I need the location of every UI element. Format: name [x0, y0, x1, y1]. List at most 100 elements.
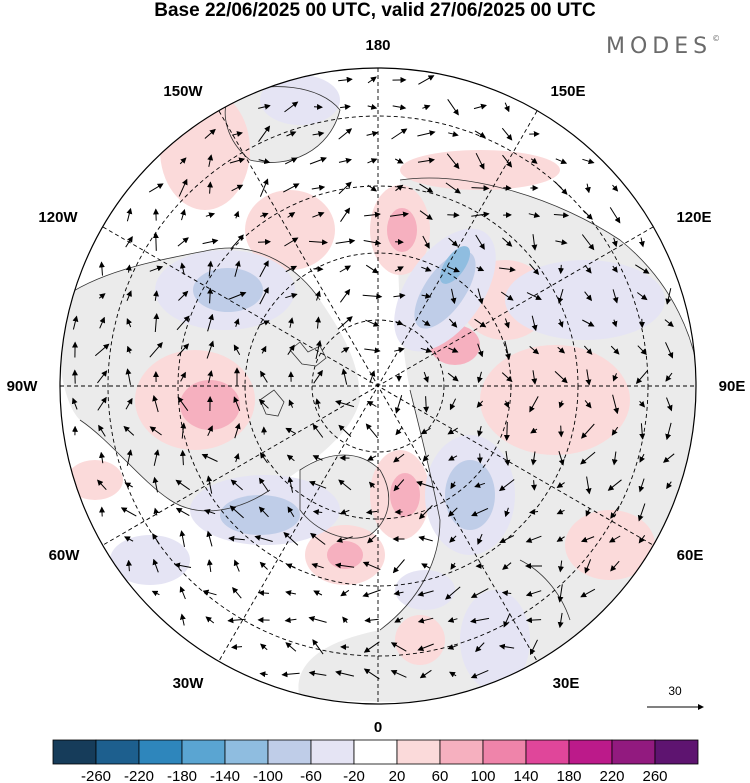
wind-vector-arrow — [364, 211, 381, 218]
colorbar-tick-label: 260 — [642, 768, 667, 783]
wind-vector-arrow — [395, 184, 404, 192]
wind-vector-arrow — [179, 530, 186, 547]
wind-vector-arrow — [476, 265, 485, 272]
wind-vector-arrow — [338, 76, 353, 83]
wind-vector-arrow — [308, 480, 327, 489]
wind-vector-arrow — [557, 612, 564, 629]
wind-vector-arrow — [312, 423, 324, 438]
wind-vector-arrow — [470, 588, 489, 598]
wind-vector-arrow — [362, 561, 381, 571]
wind-vector-arrow — [207, 260, 214, 277]
wind-vector-arrow — [233, 318, 240, 327]
wind-vector-arrow — [98, 451, 105, 464]
wind-vector-arrow — [312, 639, 324, 655]
wind-vector-arrow — [581, 423, 595, 439]
wind-vector-arrow — [419, 210, 433, 220]
wind-vector-arrow — [202, 238, 219, 245]
wind-vector-arrow — [97, 396, 107, 411]
wind-vector-arrow — [308, 616, 327, 623]
wind-vector-arrow — [665, 288, 672, 305]
wind-vector-arrow — [419, 669, 432, 679]
wind-vector-arrow — [313, 590, 323, 596]
wind-vector-arrow — [97, 370, 108, 384]
colorbar-swatch — [525, 739, 570, 765]
wind-vector-arrow — [258, 590, 270, 596]
wind-vector-arrow — [394, 266, 404, 272]
wind-vector-arrow — [367, 184, 378, 192]
wind-vector-arrow — [206, 475, 213, 494]
wind-vector-arrow — [418, 505, 433, 520]
wind-vector-arrow — [529, 639, 538, 656]
wind-vector-arrow — [177, 343, 190, 357]
wind-vector-arrow — [315, 290, 321, 301]
colorbar-tick-label: -180 — [167, 768, 197, 783]
wind-vector-arrow — [153, 313, 160, 333]
colorbar-tick-label: 140 — [513, 768, 538, 783]
lon-label-90w: 90W — [7, 378, 39, 395]
coastline — [224, 86, 341, 163]
wind-vector-arrow — [285, 292, 298, 299]
wind-vector-arrow — [477, 371, 483, 384]
wind-vector-arrow — [421, 266, 432, 272]
wind-vector-arrow — [204, 128, 216, 139]
wind-vector-arrow — [260, 212, 269, 219]
wind-vector-arrow — [71, 397, 78, 410]
wind-vector-arrow — [503, 400, 510, 409]
wind-vector-arrow — [365, 264, 379, 274]
wind-vector-arrow — [284, 101, 299, 113]
wind-vector-arrow — [233, 559, 240, 572]
map-title: Base 22/06/2025 00 UTC, valid 27/06/2025… — [154, 0, 596, 21]
lon-label-60w: 60W — [49, 547, 81, 564]
wind-vector-arrow — [175, 479, 190, 491]
wind-vector-arrow — [580, 588, 596, 598]
wind-vector-arrow — [283, 532, 299, 546]
wind-vector-arrow — [610, 505, 620, 519]
wind-vector-arrow — [417, 130, 436, 137]
wind-vector-arrow — [338, 128, 353, 140]
wind-vector-arrow — [203, 509, 216, 515]
colorbar-boxes — [52, 739, 699, 765]
wind-vector-arrow — [315, 340, 322, 360]
wind-vector-arrow — [447, 617, 458, 623]
wind-vector-arrow — [395, 319, 404, 326]
colorbar-tick-label: -20 — [343, 768, 365, 783]
wind-vector-arrow — [98, 293, 106, 300]
lon-label-90e: 90E — [719, 378, 746, 395]
wind-vector-arrow — [530, 157, 538, 164]
wind-vector-arrow — [228, 291, 247, 300]
lon-label-180: 180 — [365, 37, 390, 54]
colorbar-swatch — [138, 739, 183, 765]
wind-vector-arrow — [364, 347, 381, 354]
wind-vector-arrow — [179, 613, 186, 626]
wind-vector-arrow — [153, 290, 159, 301]
wind-vector-arrow — [423, 396, 430, 413]
wind-vector-arrow — [665, 422, 672, 441]
wind-vector-arrow — [639, 453, 645, 463]
colorbar-swatch — [654, 739, 699, 765]
wind-vector-arrow — [177, 237, 189, 247]
wind-vector-arrow — [612, 289, 619, 304]
wind-vector-arrow — [504, 318, 510, 329]
wind-vector-arrow — [504, 340, 511, 360]
wind-vector-arrow — [179, 262, 186, 275]
wind-vector-arrow — [368, 481, 376, 489]
wind-vector-arrow — [337, 316, 353, 330]
anomaly-negative — [445, 460, 495, 530]
wind-vector-arrow — [233, 453, 240, 463]
colorbar-tick-label: -140 — [210, 768, 240, 783]
wind-vector-arrow — [205, 212, 216, 219]
wind-vector-arrow — [502, 237, 513, 247]
colorbar-tick-label: 100 — [470, 768, 495, 783]
wind-vector-arrow — [637, 503, 646, 522]
colorbar-labels: -260 -220 -180 -140 -100 -60 -20 20 60 100 140 180 2… — [81, 768, 668, 783]
wind-vector-arrow — [232, 587, 242, 599]
colorbar-swatch — [396, 739, 441, 765]
wind-vector-arrow — [205, 616, 215, 624]
wind-vector-arrow — [450, 562, 457, 570]
anomaly-negative — [439, 246, 471, 284]
wind-vector-arrow — [284, 157, 298, 165]
wind-vector-arrow — [584, 291, 593, 302]
wind-vector-arrow — [498, 643, 515, 650]
wind-vector-arrow — [285, 590, 296, 596]
